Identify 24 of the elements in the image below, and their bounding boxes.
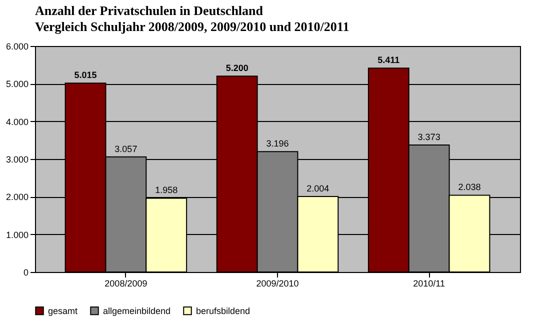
data-label: 5.411 <box>378 55 400 66</box>
y-tick-label: 3.000 <box>6 154 28 164</box>
y-tick-label: 4.000 <box>6 116 28 127</box>
legend-label: allgemeinbildend <box>103 306 171 316</box>
data-label: 3.373 <box>418 132 440 142</box>
x-tick-label: 2008/2009 <box>104 278 148 288</box>
data-label: 5.200 <box>226 63 248 74</box>
y-tick-label: 1.000 <box>6 230 28 240</box>
chart-title: Anzahl der Privatschulen in Deutschland <box>35 3 264 18</box>
x-tick-label: 2009/2010 <box>256 278 299 288</box>
legend-label: gesamt <box>48 306 78 316</box>
y-tick-label: 0 <box>23 268 28 278</box>
data-label: 5.015 <box>74 70 97 80</box>
data-label: 2.038 <box>458 182 481 192</box>
data-label: 1.958 <box>155 185 178 196</box>
data-label: 2.004 <box>306 184 330 194</box>
y-tick-label: 6.000 <box>6 42 28 52</box>
chart-subtitle: Vergleich Schuljahr 2008/2009, 2009/2010 und 2010/2011 <box>35 19 350 34</box>
x-tick-label: 2010/11 <box>413 278 445 288</box>
data-label: 3.196 <box>266 138 289 149</box>
y-tick-label: 5.000 <box>6 79 28 90</box>
y-tick-label: 2.000 <box>6 192 28 202</box>
legend-label: berufsbildend <box>196 306 250 316</box>
data-label: 3.057 <box>114 144 138 154</box>
